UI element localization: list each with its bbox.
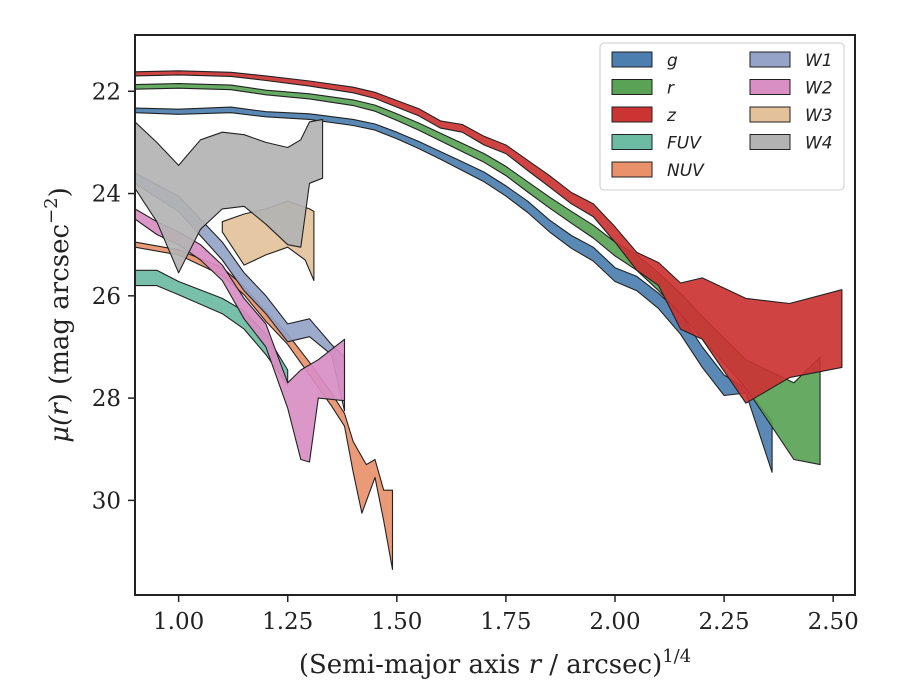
legend-swatch-r [611, 79, 653, 95]
x-tick-label: 2.00 [589, 609, 640, 635]
x-tick-label: 2.50 [808, 609, 859, 635]
x-axis-label: (Semi-major axis r / arcsec)1/4 [299, 646, 691, 680]
area-r [135, 83, 821, 466]
legend-label-z: z [666, 106, 677, 126]
area-z [135, 70, 843, 404]
legend-swatch-z [611, 106, 653, 123]
legend-swatch-w2 [749, 79, 791, 95]
legend-swatch-g [611, 51, 653, 68]
x-tick-label: 1.50 [371, 609, 422, 635]
x-tick-label: 2.25 [698, 609, 749, 635]
legend-label-fuv: FUV [667, 134, 702, 154]
x-tick-label: 1.75 [480, 609, 531, 635]
legend-label-w4: W4 [805, 134, 833, 154]
legend-swatch-w3 [749, 106, 791, 123]
plot-frame [134, 34, 856, 596]
area-w1 [135, 172, 346, 412]
area-w2 [135, 208, 346, 463]
area-w4 [135, 118, 324, 274]
legend-label-w2: W2 [805, 79, 833, 99]
legend-swatch-w4 [749, 134, 791, 150]
x-tick-label: 1.00 [153, 609, 204, 635]
legend-label-w1: W1 [805, 51, 833, 71]
legend-swatch-fuv [611, 134, 653, 150]
y-tick-label: 28 [92, 386, 121, 412]
y-tick-label: 22 [92, 79, 121, 105]
area-g [135, 106, 773, 473]
legend-label-nuv: NUV [667, 161, 705, 181]
legend-swatch-nuv [611, 161, 653, 178]
legend-label-g: g [667, 51, 678, 71]
y-tick-label: 24 [92, 182, 121, 208]
y-axis-label: μ(r) (mag arcsec−2) [41, 187, 75, 443]
legend-label-r: r [667, 79, 675, 99]
legend-label-w3: W3 [805, 106, 833, 126]
x-tick-label: 1.25 [262, 609, 313, 635]
legend: grz FUV NUV W1 W2 W3 W4 [599, 42, 845, 191]
y-tick-label: 30 [92, 488, 121, 514]
legend-swatch-w1 [749, 51, 791, 68]
y-tick-label: 26 [92, 284, 121, 310]
